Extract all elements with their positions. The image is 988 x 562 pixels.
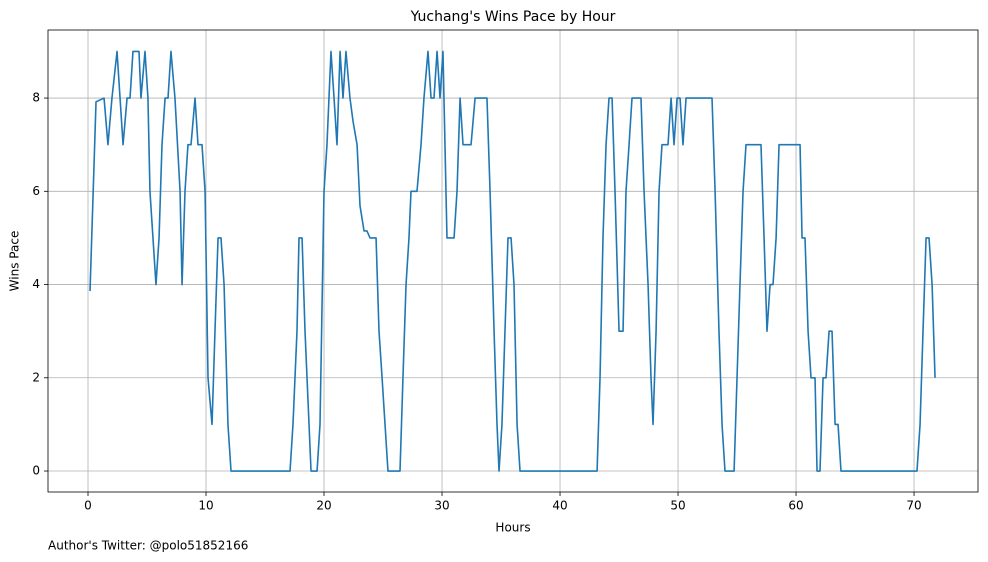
footnote: Author's Twitter: @polo51852166 bbox=[48, 539, 248, 553]
y-tick-label: 2 bbox=[32, 370, 40, 384]
data-line bbox=[89, 50, 936, 472]
x-tick-label: 20 bbox=[316, 499, 331, 513]
x-tick-label: 0 bbox=[84, 499, 92, 513]
x-tick-label: 70 bbox=[906, 499, 921, 513]
x-tick-label: 50 bbox=[670, 499, 685, 513]
y-tick-label: 6 bbox=[32, 184, 40, 198]
x-tick-label: 40 bbox=[552, 499, 567, 513]
y-axis-label: Wins Pace bbox=[8, 231, 22, 292]
plot-frame bbox=[47, 29, 979, 493]
y-tick-label: 0 bbox=[32, 464, 40, 478]
chart-title: Yuchang's Wins Pace by Hour bbox=[410, 9, 616, 25]
x-axis-label: Hours bbox=[495, 521, 530, 535]
x-tick-label: 60 bbox=[788, 499, 803, 513]
x-tick-label: 30 bbox=[434, 499, 449, 513]
x-tick-label: 10 bbox=[198, 499, 213, 513]
y-tick-label: 8 bbox=[32, 91, 40, 105]
y-tick-label: 4 bbox=[32, 277, 40, 291]
